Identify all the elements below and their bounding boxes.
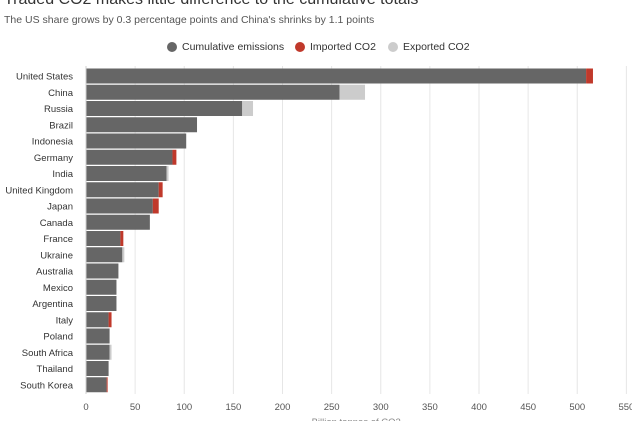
- legend-swatch-cumulative: [167, 42, 177, 52]
- category-label-ukraine: Ukraine: [40, 250, 73, 261]
- bar-south-korea-cumulative: [86, 377, 107, 393]
- category-label-united-states: United States: [16, 72, 73, 83]
- bar-canada-cumulative: [86, 214, 150, 230]
- bar-france-cumulative: [86, 231, 121, 246]
- legend-item-exported: Exported CO2: [388, 41, 470, 53]
- legend-item-imported: Imported CO2: [295, 41, 376, 53]
- bar-japan-imported: [152, 198, 159, 214]
- legend-swatch-imported: [295, 42, 305, 52]
- x-tick-label-500: 500: [569, 402, 585, 413]
- bar-united-kingdom-cumulative: [86, 182, 159, 198]
- legend-swatch-exported: [388, 42, 398, 52]
- chart-subtitle: The US share grows by 0.3 percentage poi…: [4, 14, 375, 26]
- category-label-russia: Russia: [44, 104, 74, 115]
- chart-title: Traded CO2 makes little difference to th…: [4, 0, 418, 9]
- bar-japan-cumulative: [86, 198, 153, 214]
- bar-ukraine-cumulative: [86, 247, 123, 263]
- bar-brazil-cumulative: [86, 117, 198, 133]
- bar-south-korea-imported: [106, 377, 108, 393]
- x-tick-label-200: 200: [275, 402, 291, 413]
- category-label-france: France: [43, 234, 73, 245]
- bar-germany-imported: [172, 149, 177, 165]
- category-label-brazil: Brazil: [49, 120, 73, 131]
- bar-germany-cumulative: [86, 149, 173, 165]
- legend-item-cumulative: Cumulative emissions: [167, 41, 284, 53]
- bar-thailand-cumulative: [86, 361, 109, 376]
- bar-china-cumulative: [86, 84, 340, 100]
- x-axis-title: Billion tonnes of CO2: [312, 417, 401, 421]
- category-label-poland: Poland: [43, 332, 73, 343]
- x-tick-label-150: 150: [225, 402, 241, 413]
- category-label-mexico: Mexico: [43, 283, 73, 294]
- x-tick-label-400: 400: [471, 402, 487, 413]
- bar-united-states-imported: [586, 68, 593, 84]
- category-label-australia: Australia: [36, 267, 74, 278]
- category-label-indonesia: Indonesia: [32, 137, 74, 148]
- category-label-united-kingdom: United Kingdom: [5, 185, 73, 196]
- x-tick-label-300: 300: [373, 402, 389, 413]
- category-label-india: India: [52, 169, 73, 180]
- bar-india-cumulative: [86, 166, 167, 181]
- category-label-thailand: Thailand: [37, 364, 73, 375]
- bar-mexico-cumulative: [86, 279, 117, 295]
- bar-south-africa-cumulative: [86, 344, 110, 360]
- bar-italy-cumulative: [86, 312, 109, 328]
- bar-russia-exported: [242, 101, 254, 116]
- x-tick-label-550: 550: [618, 402, 632, 413]
- category-label-germany: Germany: [34, 153, 73, 164]
- x-tick-label-0: 0: [83, 402, 88, 413]
- bar-south-africa-exported: [109, 344, 112, 360]
- legend: Cumulative emissions Imported CO2 Export…: [0, 41, 632, 57]
- category-label-china: China: [48, 88, 74, 99]
- bar-russia-cumulative: [86, 101, 243, 116]
- category-label-canada: Canada: [40, 218, 74, 229]
- category-label-south-africa: South Africa: [22, 348, 74, 359]
- bar-italy-imported: [108, 312, 112, 328]
- bar-australia-cumulative: [86, 263, 119, 279]
- legend-label-cumulative: Cumulative emissions: [182, 41, 285, 53]
- legend-label-exported: Exported CO2: [403, 41, 470, 53]
- category-label-italy: Italy: [56, 315, 74, 326]
- category-label-argentina: Argentina: [32, 299, 73, 310]
- bar-united-kingdom-imported: [158, 182, 163, 198]
- bar-poland-cumulative: [86, 328, 110, 344]
- bar-ukraine-exported: [122, 247, 125, 263]
- category-label-south-korea: South Korea: [20, 380, 74, 391]
- x-tick-label-450: 450: [520, 402, 536, 413]
- bar-china-exported: [339, 84, 366, 100]
- x-tick-label-250: 250: [324, 402, 340, 413]
- x-tick-label-100: 100: [176, 402, 192, 413]
- x-tick-label-350: 350: [422, 402, 438, 413]
- bar-united-states-cumulative: [86, 68, 587, 84]
- category-label-japan: Japan: [47, 202, 73, 213]
- x-tick-label-50: 50: [130, 402, 141, 413]
- bar-argentina-cumulative: [86, 296, 117, 311]
- bar-france-imported: [120, 231, 124, 246]
- legend-label-imported: Imported CO2: [310, 41, 376, 53]
- bar-indonesia-cumulative: [86, 133, 187, 149]
- bar-india-exported: [166, 166, 169, 181]
